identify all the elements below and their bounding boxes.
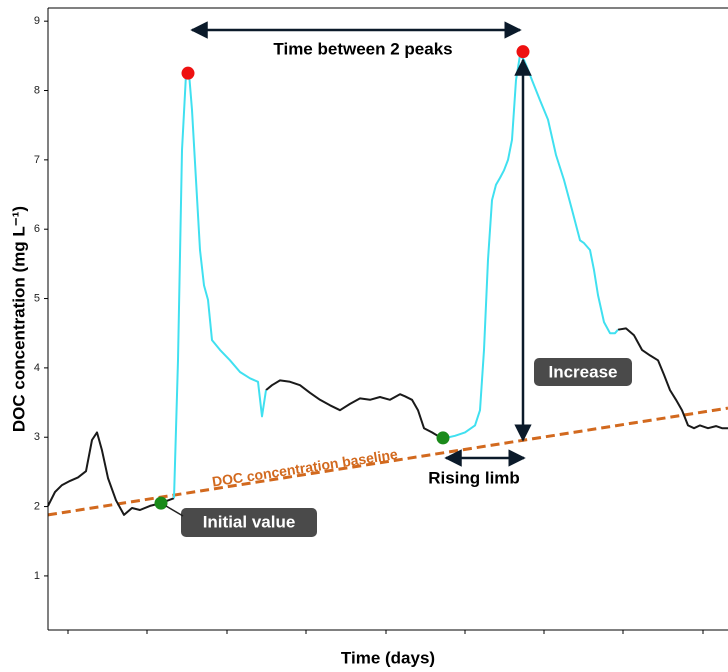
y-tick-label: 3 bbox=[34, 431, 40, 443]
baseline-label: DOC concentration baseline bbox=[211, 446, 399, 490]
y-tick-label: 9 bbox=[34, 15, 40, 27]
initial-box bbox=[181, 508, 317, 537]
marker bbox=[154, 496, 168, 510]
y-tick-label: 4 bbox=[34, 362, 40, 374]
y-tick-label: 1 bbox=[34, 570, 40, 582]
increase-box bbox=[534, 358, 632, 386]
marker bbox=[436, 431, 450, 445]
marker bbox=[516, 45, 530, 59]
marker bbox=[181, 66, 195, 80]
peaks-label: Time between 2 peaks bbox=[273, 39, 452, 58]
initial-pointer bbox=[165, 505, 184, 517]
plot-area bbox=[47, 45, 728, 517]
y-axis-label: DOC concentration (mg L⁻¹) bbox=[9, 206, 28, 432]
initial-label: Initial value bbox=[203, 512, 296, 531]
series-line bbox=[173, 54, 619, 499]
increase-label: Increase bbox=[549, 362, 618, 381]
y-tick-label: 2 bbox=[34, 500, 40, 512]
x-axis-label: Time (days) bbox=[341, 648, 435, 667]
y-tick-label: 8 bbox=[34, 84, 40, 96]
rising-label: Rising limb bbox=[428, 468, 520, 487]
y-tick-label: 5 bbox=[34, 292, 40, 304]
y-tick-label: 6 bbox=[34, 223, 40, 235]
y-tick-label: 7 bbox=[34, 154, 40, 166]
series-line bbox=[47, 327, 728, 516]
